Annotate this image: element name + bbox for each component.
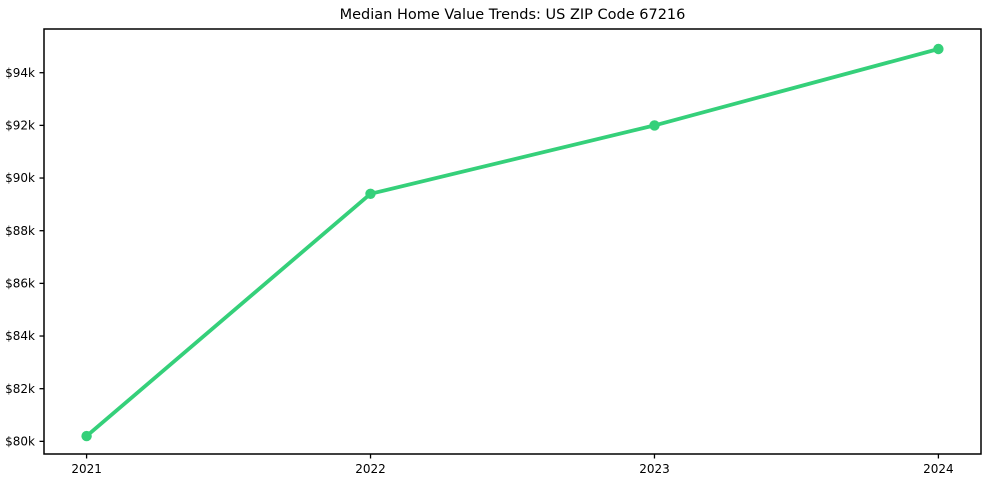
x-tick-label: 2024 (923, 462, 954, 476)
y-tick-label: $90k (5, 171, 35, 185)
y-tick-label: $84k (5, 329, 35, 343)
y-tick-label: $92k (5, 119, 35, 133)
y-tick-label: $82k (5, 382, 35, 396)
trend-line (84, 47, 941, 438)
y-tick-label: $94k (5, 66, 35, 80)
x-tick-label: 2021 (71, 462, 102, 476)
y-tick-label: $80k (5, 435, 35, 449)
data-point (365, 188, 376, 199)
y-tick-label: $88k (5, 224, 35, 238)
x-tick-label: 2023 (639, 462, 670, 476)
y-tick-label: $86k (5, 277, 35, 291)
data-point (81, 430, 92, 442)
plot-border (43, 28, 982, 455)
data-point (933, 43, 944, 55)
x-tick-label: 2022 (355, 462, 386, 476)
data-point (649, 120, 660, 131)
chart-title: Median Home Value Trends: US ZIP Code 67… (339, 7, 686, 23)
